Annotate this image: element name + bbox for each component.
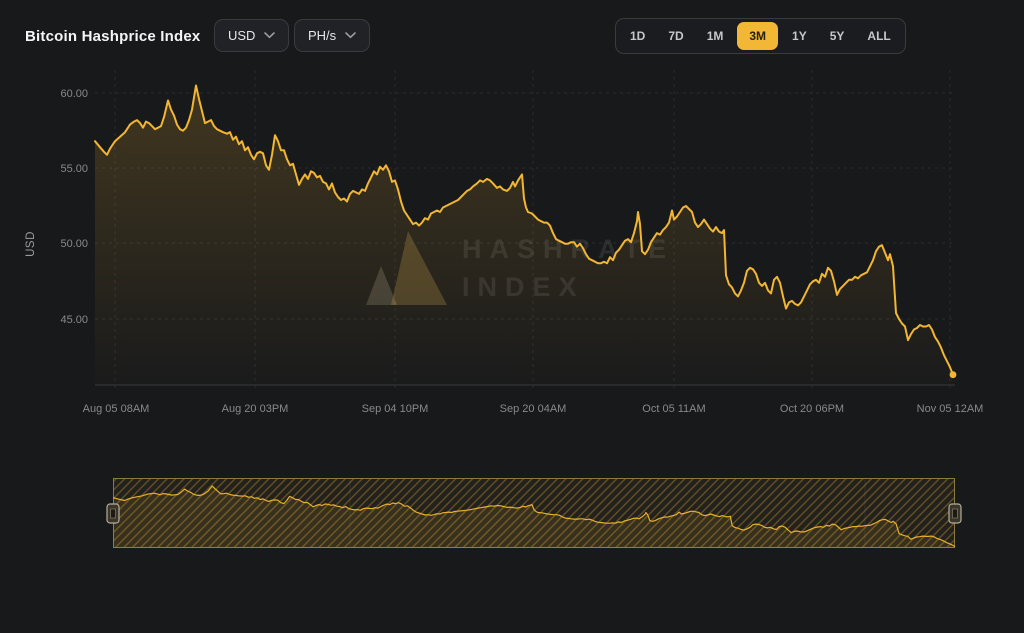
y-axis-tick-label: 50.00	[60, 238, 88, 250]
x-axis-tick-label: Oct 05 11AM	[642, 403, 705, 415]
x-axis-tick-label: Aug 05 08AM	[83, 403, 150, 415]
chevron-down-icon	[345, 32, 356, 39]
navigator-right-handle[interactable]	[948, 503, 962, 524]
y-axis-tick-label: 55.00	[60, 163, 88, 175]
x-axis-tick-label: Aug 20 03PM	[222, 403, 289, 415]
last-point-marker	[949, 371, 957, 379]
currency-dropdown-value: USD	[228, 28, 256, 43]
range-button-7d[interactable]: 7D	[659, 22, 692, 50]
x-axis-tick-label: Sep 04 10PM	[362, 403, 429, 415]
price-area-fill	[95, 85, 953, 385]
y-axis-tick-labels: 60.00 55.00 50.00 45.00	[60, 88, 88, 326]
page-title: Bitcoin Hashprice Index	[25, 28, 201, 45]
unit-dropdown-value: PH/s	[308, 28, 337, 43]
y-axis-title: USD	[25, 231, 37, 257]
navigator-selection[interactable]	[113, 478, 955, 548]
navigator-left-handle[interactable]	[106, 503, 120, 524]
y-axis-tick-label: 60.00	[60, 88, 88, 100]
currency-dropdown[interactable]: USD	[214, 19, 290, 52]
chevron-down-icon	[264, 32, 276, 39]
x-axis-tick-label: Oct 20 06PM	[780, 403, 844, 415]
range-button-1y[interactable]: 1Y	[783, 22, 816, 50]
navigator-line	[112, 485, 956, 548]
x-axis-tick-label: Nov 05 12AM	[917, 403, 984, 415]
price-line	[94, 84, 954, 376]
range-button-5y[interactable]: 5Y	[821, 22, 854, 50]
unit-dropdown[interactable]: PH/s	[294, 19, 371, 52]
navigator-area-fill	[113, 486, 955, 548]
range-button-group: 1D 7D 1M 3M 1Y 5Y ALL	[615, 18, 906, 54]
range-button-1d[interactable]: 1D	[621, 22, 654, 50]
range-button-1m[interactable]: 1M	[698, 22, 733, 50]
x-axis-tick-labels: Aug 05 08AM Aug 20 03PM Sep 04 10PM Sep 20 …	[83, 403, 984, 415]
y-axis-tick-label: 45.00	[60, 314, 88, 326]
range-navigator[interactable]	[106, 478, 962, 549]
x-axis-tick-label: Sep 20 04AM	[500, 403, 567, 415]
range-button-all[interactable]: ALL	[858, 22, 899, 50]
range-button-3m[interactable]: 3M	[737, 22, 779, 50]
